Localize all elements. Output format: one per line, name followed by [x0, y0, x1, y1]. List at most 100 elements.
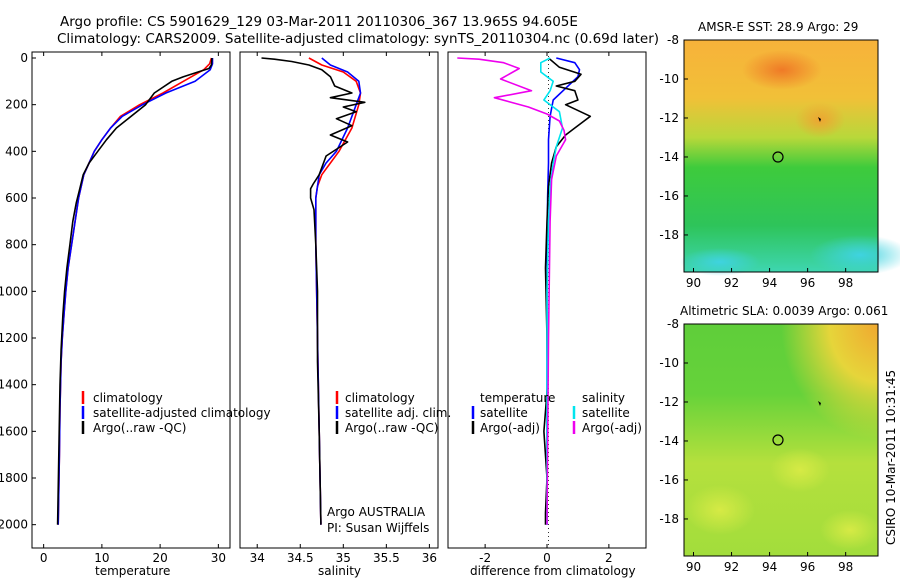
header-line-2: Climatology: CARS2009. Satellite-adjuste… — [57, 31, 659, 47]
annotation-pi: PI: Susan Wijffels — [327, 521, 429, 535]
temperature-xlabel: temperature — [95, 564, 170, 578]
map-x-tick-label: 94 — [762, 560, 777, 574]
legend-heading-salinity: salinity — [582, 391, 625, 405]
map-y-tick-label: -10 — [659, 356, 679, 370]
y-tick-label: 200 — [5, 98, 28, 112]
map-x-tick-label: 90 — [686, 560, 701, 574]
map-y-tick-label: -12 — [659, 395, 679, 409]
legend-label-temp-satellite: satellite — [480, 406, 528, 420]
salinity-x-axis: 34 34.5 35 35.5 36 — [250, 52, 437, 565]
sla-patch — [685, 485, 755, 535]
salinity-panel: 34 34.5 35 35.5 36 salinity climatology sate… — [239, 51, 451, 578]
temperature-axes-frame — [31, 51, 231, 549]
salinity-lines — [261, 57, 366, 525]
map-x-tick-label: 96 — [800, 276, 815, 290]
map-y-tick-label: -16 — [659, 189, 679, 203]
temperature-x-axis: 0 10 20 30 — [40, 52, 226, 565]
float-track-marker — [818, 117, 821, 122]
legend-label-climatology: climatology — [93, 391, 163, 405]
map-y-tick-label: -12 — [659, 111, 679, 125]
y-tick-label: 1200 — [0, 331, 28, 345]
x-tick-label: 10 — [94, 551, 109, 565]
map-x-tick-label: 90 — [686, 276, 701, 290]
salinity-xlabel: salinity — [318, 564, 361, 578]
series-line-climatology — [57, 57, 213, 525]
y-tick-label: 800 — [5, 238, 28, 252]
timestamp-stamp: CSIRO 10-Mar-2011 10:31:45 — [884, 370, 898, 545]
x-tick-label: 30 — [211, 551, 226, 565]
series-line-salinity-satellite — [539, 57, 564, 525]
map-y-tick-label: -8 — [667, 317, 679, 331]
map-y-tick-label: -14 — [659, 150, 679, 164]
x-tick-label: 2 — [605, 551, 613, 565]
sla-map-x-axis: 90 92 94 96 98 — [686, 552, 853, 574]
x-tick-label: 36 — [422, 551, 437, 565]
argo-position-marker — [772, 434, 784, 446]
y-tick-label: 1600 — [0, 424, 28, 438]
legend-label-argo: Argo(..raw -QC) — [345, 421, 438, 435]
y-tick-label: 400 — [5, 144, 28, 158]
sst-map-title: AMSR-E SST: 28.9 Argo: 29 — [698, 20, 858, 34]
y-tick-label: 2000 — [0, 518, 28, 532]
legend-label-temp-argo: Argo(-adj) — [480, 421, 540, 435]
depth-axis: 0 200 400 600 800 1000 1200 1400 1600 1800 2000 — [0, 51, 36, 532]
salinity-legend: climatology satellite adj. clim. Argo(..… — [335, 391, 451, 435]
difference-x-axis: -2 0 2 — [479, 52, 613, 565]
map-x-tick-label: 96 — [800, 560, 815, 574]
series-line-argo-raw-qc- — [261, 57, 366, 525]
series-line-salinity-argo-adj- — [457, 57, 567, 525]
difference-lines — [457, 57, 592, 525]
series-line-satellite-adjusted-climatology — [57, 58, 214, 525]
difference-xlabel: difference from climatology — [470, 564, 636, 578]
legend-label-satellite: satellite-adjusted climatology — [93, 406, 271, 420]
x-tick-label: 34 — [250, 551, 265, 565]
sla-map-title: Altimetric SLA: 0.0039 Argo: 0.061 — [680, 304, 888, 318]
legend-label-satellite: satellite adj. clim. — [345, 406, 451, 420]
sla-map-y-axis: -8 -10 -12 -14 -16 -18 — [659, 317, 688, 526]
annotation-argo-australia: Argo AUSTRALIA — [327, 505, 426, 519]
x-tick-label: 0 — [40, 551, 48, 565]
sst-warm-patch — [742, 50, 822, 90]
float-track-marker — [818, 401, 821, 406]
map-y-tick-label: -18 — [659, 228, 679, 242]
x-tick-label: -2 — [479, 551, 491, 565]
series-line-argo-raw-qc- — [56, 57, 213, 525]
map-x-tick-label: 92 — [724, 560, 739, 574]
sla-patch-2 — [770, 448, 830, 492]
map-x-tick-label: 92 — [724, 276, 739, 290]
difference-legend-temperature: temperature satellite Argo(-adj) — [471, 391, 555, 435]
y-tick-label: 1400 — [0, 378, 28, 392]
sla-patch-3 — [820, 510, 880, 550]
series-line-satellite-adj-clim- — [314, 57, 362, 525]
legend-heading-temperature: temperature — [480, 391, 555, 405]
map-y-tick-label: -10 — [659, 72, 679, 86]
temperature-legend: climatology satellite-adjusted climatolo… — [81, 391, 271, 435]
legend-label-sal-argo: Argo(-adj) — [582, 421, 642, 435]
map-y-tick-label: -16 — [659, 473, 679, 487]
legend-label-climatology: climatology — [345, 391, 415, 405]
legend-label-argo: Argo(..raw -QC) — [93, 421, 186, 435]
map-y-tick-label: -8 — [667, 33, 679, 47]
salinity-axes-frame — [239, 51, 439, 549]
sst-map-panel: AMSR-E SST: 28.9 Argo: 29 -8 -10 -12 -14 -16… — [659, 20, 900, 290]
sla-map-frame — [683, 323, 879, 557]
difference-panel: -2 0 2 difference from climatology tempera… — [447, 51, 647, 578]
sst-map-x-axis: 90 92 94 96 98 — [686, 268, 853, 290]
sst-cool-patch-2 — [680, 248, 760, 276]
series-line-temperature-argo-adj- — [543, 57, 592, 525]
header-line-1: Argo profile: CS 5901629_129 03-Mar-2011… — [60, 14, 578, 30]
map-x-tick-label: 98 — [838, 276, 853, 290]
argo-position-marker — [772, 151, 784, 163]
sla-map-panel: Altimetric SLA: 0.0039 Argo: 0.061 -8 -10… — [659, 304, 888, 574]
difference-legend-salinity: salinity satellite Argo(-adj) — [572, 391, 642, 435]
y-tick-label: 0 — [20, 51, 28, 65]
x-tick-label: 35.5 — [373, 551, 400, 565]
x-tick-label: 0 — [543, 551, 551, 565]
map-x-tick-label: 98 — [838, 560, 853, 574]
temperature-panel: 0 200 400 600 800 1000 1200 1400 1600 1800 2000 0 1… — [0, 51, 271, 578]
map-y-tick-label: -14 — [659, 434, 679, 448]
x-tick-label: 35 — [336, 551, 351, 565]
sst-map-frame — [683, 39, 879, 273]
temperature-lines — [56, 57, 214, 525]
